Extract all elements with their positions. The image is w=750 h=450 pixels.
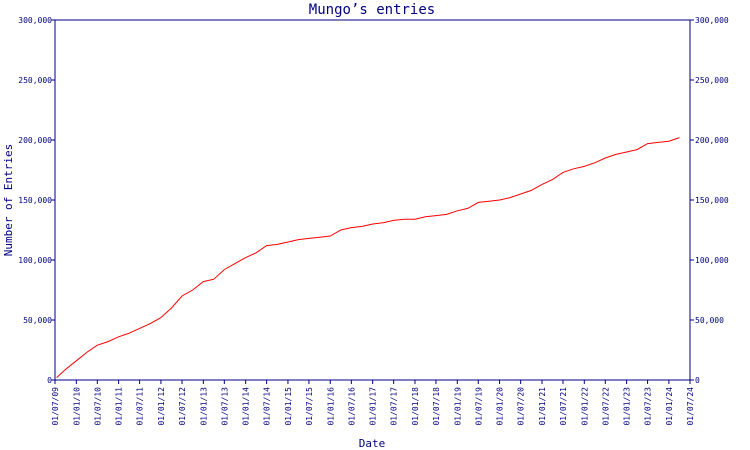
y-tick-label-left: 50,000 — [23, 316, 52, 325]
y-tick-label-right: 250,000 — [695, 76, 729, 85]
chart-title: Mungo’s entries — [309, 2, 435, 18]
x-tick-label: 01/07/16 — [347, 387, 356, 426]
x-tick-label: 01/01/13 — [199, 387, 208, 426]
x-tick-label: 01/07/18 — [432, 387, 441, 426]
x-tick-label: 01/07/23 — [644, 387, 653, 426]
y-tick-label-right: 300,000 — [695, 16, 729, 25]
y-axis-left: 0 50,000 100,000 150,000 200,000 250,000 300,0… — [18, 16, 55, 385]
y-tick-label-left: 200,000 — [18, 136, 52, 145]
x-tick-label: 01/07/19 — [474, 387, 483, 426]
x-tick-label: 01/07/20 — [517, 387, 526, 426]
x-tick-label: 01/01/23 — [623, 387, 632, 426]
y-tick-label-left: 0 — [47, 376, 52, 385]
x-tick-label: 01/07/21 — [559, 387, 568, 426]
y-tick-label-left: 250,000 — [18, 76, 52, 85]
x-tick-label: 01/01/12 — [157, 387, 166, 426]
y-tick-label-right: 200,000 — [695, 136, 729, 145]
x-tick-label: 01/01/24 — [665, 387, 674, 426]
y-axis-right: 0 50,000 100,000 150,000 200,000 250,000 300,0… — [690, 16, 729, 385]
x-tick-label: 01/07/11 — [136, 387, 145, 426]
x-tick-label: 01/07/15 — [305, 387, 314, 426]
y-tick-label-right: 100,000 — [695, 256, 729, 265]
x-tick-label: 01/01/15 — [284, 387, 293, 426]
x-tick-label: 01/01/20 — [496, 387, 505, 426]
y-tick-label-right: 150,000 — [695, 196, 729, 205]
series-line — [56, 137, 680, 378]
x-tick-label: 01/07/10 — [93, 387, 102, 426]
y-tick-label-left: 100,000 — [18, 256, 52, 265]
x-tick-label: 01/07/24 — [686, 387, 695, 426]
x-tick-label: 01/07/13 — [220, 387, 229, 426]
x-tick-label: 01/07/17 — [390, 387, 399, 426]
x-tick-label: 01/01/11 — [115, 387, 124, 426]
x-tick-label: 01/01/17 — [369, 387, 378, 426]
x-tick-label: 01/01/10 — [72, 387, 81, 426]
x-tick-label: 01/07/22 — [601, 387, 610, 426]
x-tick-label: 01/01/21 — [538, 387, 547, 426]
x-axis-title: Date — [359, 437, 386, 450]
x-tick-label: 01/01/16 — [326, 387, 335, 426]
x-tick-label: 01/07/12 — [178, 387, 187, 426]
y-tick-label-right: 0 — [695, 376, 700, 385]
x-tick-label: 01/07/14 — [263, 387, 272, 426]
y-tick-label-left: 300,000 — [18, 16, 52, 25]
x-tick-label: 01/01/14 — [242, 387, 251, 426]
y-tick-label-right: 50,000 — [695, 316, 724, 325]
x-axis: 01/07/09 01/01/10 01/07/10 01/01/11 01/07/11… — [51, 380, 695, 426]
x-tick-label: 01/01/18 — [411, 387, 420, 426]
x-tick-label: 01/01/19 — [453, 387, 462, 426]
x-tick-label: 01/07/09 — [51, 387, 60, 426]
plot-area — [54, 19, 691, 381]
x-tick-label: 01/01/22 — [580, 387, 589, 426]
y-axis-title: Number of Entries — [2, 144, 15, 257]
y-tick-label-left: 150,000 — [18, 196, 52, 205]
